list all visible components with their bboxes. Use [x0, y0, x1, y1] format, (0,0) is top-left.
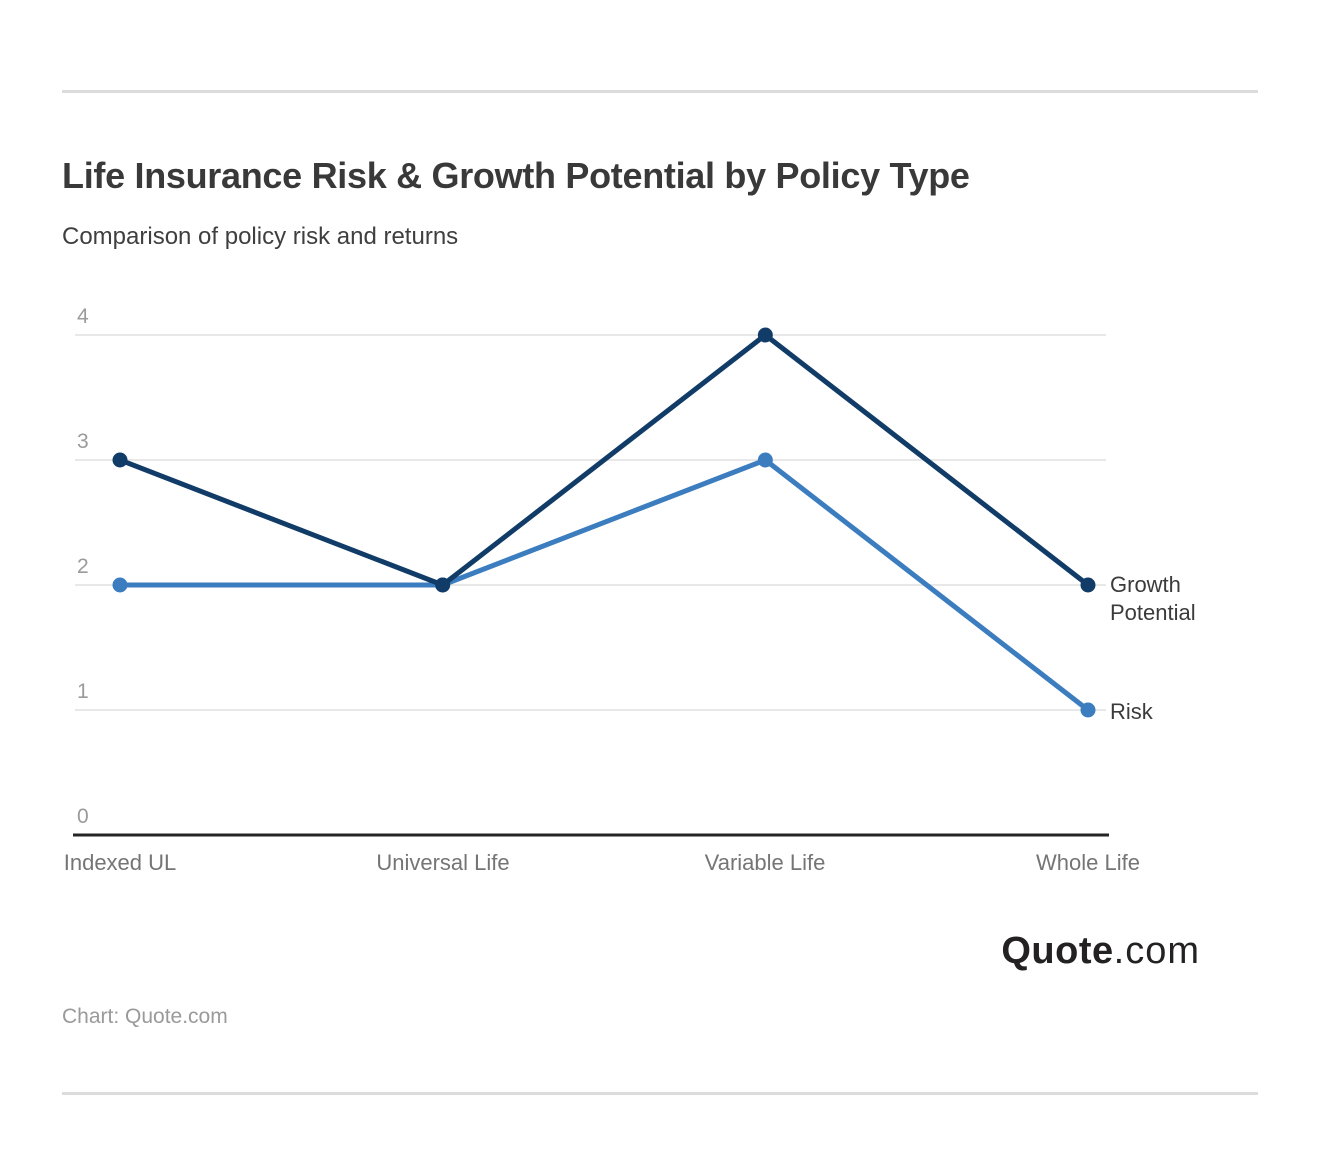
logo-text-light: .com: [1113, 930, 1200, 972]
bottom-divider: [62, 1092, 1258, 1095]
top-divider: [62, 90, 1258, 93]
chart-title: Life Insurance Risk & Growth Potential b…: [62, 155, 970, 196]
y-tick-label-3: 3: [77, 430, 89, 453]
x-axis-label-universal-life: Universal Life: [376, 850, 510, 875]
y-tick-label-2: 2: [77, 555, 89, 578]
x-axis-label-whole-life: Whole Life: [1036, 850, 1140, 875]
y-tick-label-4: 4: [77, 305, 89, 328]
y-tick-label-0: 0: [77, 805, 89, 828]
chart-credit: Chart: Quote.com: [62, 1005, 228, 1028]
chart-subtitle: Comparison of policy risk and returns: [62, 223, 459, 250]
x-axis-label-variable-life: Variable Life: [704, 850, 826, 875]
logo-text-bold: Quote: [1001, 930, 1114, 972]
quote-com-logo: Quote.com: [1001, 930, 1200, 973]
series-end-label-growth-potential: Growth Potential: [1110, 572, 1196, 625]
x-axis-label-indexed-ul: Indexed UL: [63, 850, 177, 875]
series-end-label-risk: Risk: [1110, 699, 1153, 724]
y-tick-label-1: 1: [77, 680, 89, 703]
